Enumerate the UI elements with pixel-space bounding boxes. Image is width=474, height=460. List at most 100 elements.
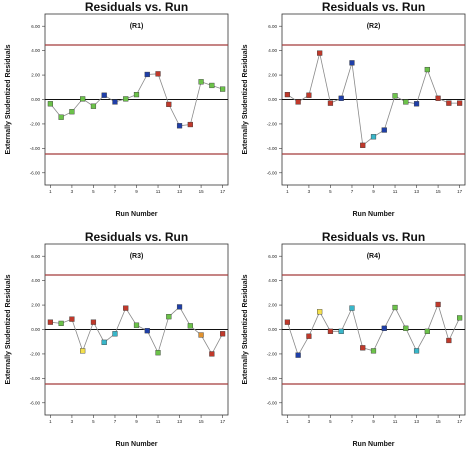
- chart-title: Residuals vs. Run: [322, 0, 425, 14]
- x-tick-label: 5: [92, 189, 95, 194]
- data-point: [413, 348, 420, 354]
- y-tick-label: 6.00: [31, 254, 40, 259]
- chart-subtitle: (R4): [367, 253, 381, 260]
- y-tick-label: 2.00: [31, 73, 40, 78]
- data-point: [317, 50, 323, 56]
- x-tick-label: 13: [177, 419, 183, 424]
- data-point: [381, 127, 387, 133]
- y-tick-label: 0.00: [268, 327, 277, 332]
- data-point: [176, 304, 183, 310]
- data-point: [220, 331, 226, 337]
- y-tick-label: 4.00: [268, 48, 277, 53]
- chart-panel-2: Residuals vs. Run (R2) -6.00 -4.00 -2.00 0.00…: [237, 0, 474, 230]
- y-tick-label: -6.00: [30, 170, 41, 175]
- data-point: [349, 305, 355, 311]
- data-point: [446, 337, 452, 344]
- data-point: [403, 325, 409, 331]
- residuals-chart: Residuals vs. Run (R1) -6.00 -4.00 -2.00 0.00…: [5, 0, 229, 218]
- x-tick-label: 15: [436, 419, 442, 424]
- chart-subtitle: (R1): [130, 23, 144, 30]
- data-point: [220, 86, 226, 92]
- data-point: [403, 99, 409, 105]
- data-point: [47, 319, 53, 325]
- data-point: [80, 96, 86, 102]
- data-point: [166, 101, 172, 107]
- data-point: [144, 328, 150, 334]
- data-point: [69, 316, 75, 322]
- x-axis-label: Run Number: [116, 211, 158, 218]
- data-point: [123, 96, 129, 102]
- y-tick-label: 2.00: [268, 73, 277, 78]
- data-point: [166, 314, 172, 320]
- y-tick-label: -4.00: [267, 146, 278, 151]
- x-tick-label: 13: [414, 419, 420, 424]
- y-tick-label: -6.00: [267, 400, 278, 405]
- data-point: [90, 103, 97, 109]
- x-tick-label: 13: [414, 189, 420, 194]
- x-tick-label: 17: [457, 189, 463, 194]
- data-point: [457, 315, 463, 321]
- data-point: [317, 309, 323, 315]
- x-tick-label: 5: [329, 189, 332, 194]
- y-tick-label: -4.00: [267, 376, 278, 381]
- data-point: [112, 99, 118, 105]
- residual-series-line: [50, 306, 223, 355]
- data-point: [198, 332, 204, 338]
- x-tick-label: 9: [135, 189, 138, 194]
- data-point: [209, 82, 215, 89]
- y-tick-label: 2.00: [31, 303, 40, 308]
- x-tick-label: 7: [351, 419, 354, 424]
- x-tick-label: 9: [372, 419, 375, 424]
- y-tick-label: -2.00: [30, 352, 41, 357]
- x-tick-label: 11: [156, 189, 161, 194]
- data-point: [209, 351, 215, 357]
- x-tick-label: 11: [393, 189, 398, 194]
- data-point: [176, 123, 183, 129]
- x-tick-label: 7: [114, 189, 117, 194]
- x-tick-label: 7: [351, 189, 354, 194]
- y-axis-label: Externally Studentized Residuals: [242, 274, 249, 384]
- data-point: [80, 348, 86, 354]
- data-point: [338, 95, 344, 101]
- x-tick-label: 1: [286, 419, 289, 424]
- data-point: [424, 66, 430, 73]
- data-point: [446, 100, 452, 106]
- data-point: [284, 92, 290, 98]
- data-point: [123, 305, 129, 311]
- chart-subtitle: (R3): [130, 253, 144, 260]
- y-tick-label: 0.00: [31, 327, 40, 332]
- chart-title: Residuals vs. Run: [85, 230, 188, 244]
- y-tick-label: -4.00: [30, 146, 41, 151]
- data-point: [101, 339, 107, 345]
- data-point: [360, 142, 366, 148]
- data-point: [306, 92, 312, 98]
- x-tick-label: 15: [199, 419, 205, 424]
- data-point: [155, 350, 161, 356]
- x-tick-label: 9: [135, 419, 138, 424]
- x-tick-label: 17: [457, 419, 463, 424]
- data-point: [155, 71, 161, 77]
- data-point: [435, 301, 441, 308]
- y-axis-label: Externally Studentized Residuals: [5, 44, 12, 154]
- data-point: [198, 79, 204, 85]
- data-point: [58, 320, 64, 326]
- data-point: [47, 101, 53, 107]
- y-tick-label: -2.00: [30, 122, 41, 127]
- data-point: [133, 322, 140, 328]
- x-tick-label: 17: [220, 419, 226, 424]
- x-tick-label: 5: [92, 419, 95, 424]
- data-point: [435, 95, 441, 101]
- chart-panel-1: Residuals vs. Run (R1) -6.00 -4.00 -2.00 0.00…: [0, 0, 237, 230]
- x-axis-label: Run Number: [116, 441, 158, 448]
- data-point: [381, 325, 387, 331]
- data-point: [424, 328, 430, 334]
- data-point: [306, 333, 312, 339]
- data-point: [144, 71, 150, 78]
- x-tick-label: 11: [156, 419, 161, 424]
- data-point: [457, 100, 463, 106]
- x-tick-label: 1: [286, 189, 289, 194]
- x-axis-label: Run Number: [353, 211, 395, 218]
- y-axis-label: Externally Studentized Residuals: [242, 44, 249, 154]
- chart-title: Residuals vs. Run: [85, 0, 188, 14]
- data-point: [360, 345, 366, 351]
